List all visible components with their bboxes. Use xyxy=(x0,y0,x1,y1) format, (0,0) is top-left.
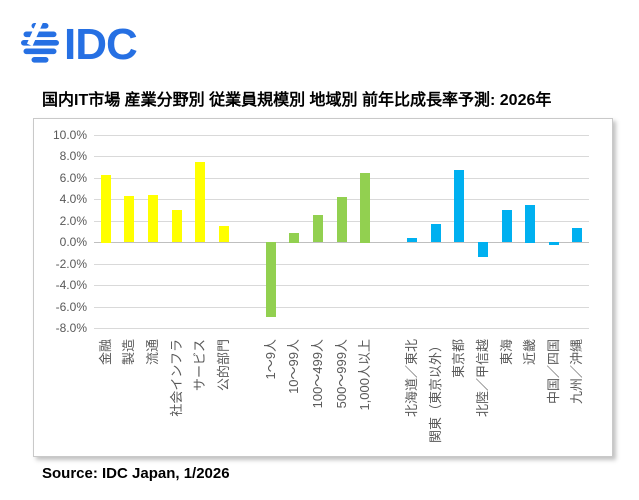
chart-panel: 10.0% 8.0% 6.0% 4.0% 2.0% 0.0% -2.0% -4.0% -6.0%… xyxy=(33,118,613,457)
page-title: 国内IT市場 産業分野別 従業員規模別 地域別 前年比成長率予測: 2026年 xyxy=(42,92,552,109)
y-tick-label: -6.0% xyxy=(55,300,87,314)
chart-bar xyxy=(360,173,370,243)
gridline xyxy=(94,264,589,265)
y-tick-label: 10.0% xyxy=(52,128,87,142)
x-category-label-text: 近畿 xyxy=(522,339,537,366)
x-category-label-text: 流通 xyxy=(145,339,160,366)
chart-bar xyxy=(407,238,417,242)
x-category-label-text: 1〜9人 xyxy=(263,339,278,380)
x-category-label-text: 社会インフラ xyxy=(169,339,184,417)
chart-bar xyxy=(101,175,111,243)
gridline xyxy=(94,178,589,179)
y-tick-label: -4.0% xyxy=(55,278,87,292)
y-tick-label: 4.0% xyxy=(59,192,87,206)
chart-bar xyxy=(172,210,182,242)
x-category-label-text: 1,000人以上 xyxy=(357,339,372,411)
x-category-label-text: 金融 xyxy=(98,339,113,366)
gridline xyxy=(94,156,589,157)
chart-bar xyxy=(431,224,441,242)
gridline xyxy=(94,328,589,329)
chart-bar xyxy=(124,196,134,242)
chart-bar xyxy=(289,233,299,243)
x-category-label-text: 北海道／東北 xyxy=(404,339,419,418)
x-category-label-text: 関東（東京以外） xyxy=(428,339,443,444)
source-note: Source: IDC Japan, 1/2026 xyxy=(42,465,230,482)
chart-bar xyxy=(219,226,229,242)
chart-bar xyxy=(454,170,464,242)
logo-text: IDC xyxy=(64,22,137,66)
gridline xyxy=(94,285,589,286)
x-category-label-text: 製造 xyxy=(121,339,136,366)
x-category-label-text: 東京都 xyxy=(451,339,466,379)
chart-bar xyxy=(195,162,205,242)
zero-axis-line xyxy=(94,242,589,243)
y-tick-label: 6.0% xyxy=(59,171,87,185)
chart-bar xyxy=(266,242,276,317)
x-category-label-text: 公的部門 xyxy=(216,339,231,392)
y-tick-label: -8.0% xyxy=(55,321,87,335)
x-category-label-text: 北陸／甲信越 xyxy=(475,339,490,418)
x-category-label-text: 東海 xyxy=(499,339,514,366)
chart-bar xyxy=(148,195,158,242)
chart-bar xyxy=(313,215,323,242)
y-tick-label: 8.0% xyxy=(59,149,87,163)
gridline xyxy=(94,135,589,136)
x-category-label-text: 500〜999人 xyxy=(334,339,349,409)
x-category-label-text: 100〜499人 xyxy=(310,339,325,409)
gridline xyxy=(94,307,589,308)
x-category-label-text: サービス xyxy=(192,339,207,392)
chart-bar xyxy=(549,242,559,245)
x-category-label-text: 九州／沖縄 xyxy=(569,339,584,405)
x-category-label-text: 10〜99人 xyxy=(286,339,301,394)
chart-bar xyxy=(337,197,347,242)
x-category-label-text: 中国／四国 xyxy=(546,339,561,405)
chart-bar xyxy=(502,210,512,242)
idc-logo: IDC xyxy=(21,22,138,66)
chart-bar xyxy=(525,205,535,243)
y-tick-label: -2.0% xyxy=(55,257,87,271)
plot-area: 10.0% 8.0% 6.0% 4.0% 2.0% 0.0% -2.0% -4.0% -6.0%… xyxy=(34,119,612,456)
y-tick-label: 0.0% xyxy=(59,235,87,249)
globe-icon xyxy=(21,22,59,63)
y-tick-label: 2.0% xyxy=(59,214,87,228)
chart-bar xyxy=(478,242,488,257)
chart-bar xyxy=(572,228,582,242)
